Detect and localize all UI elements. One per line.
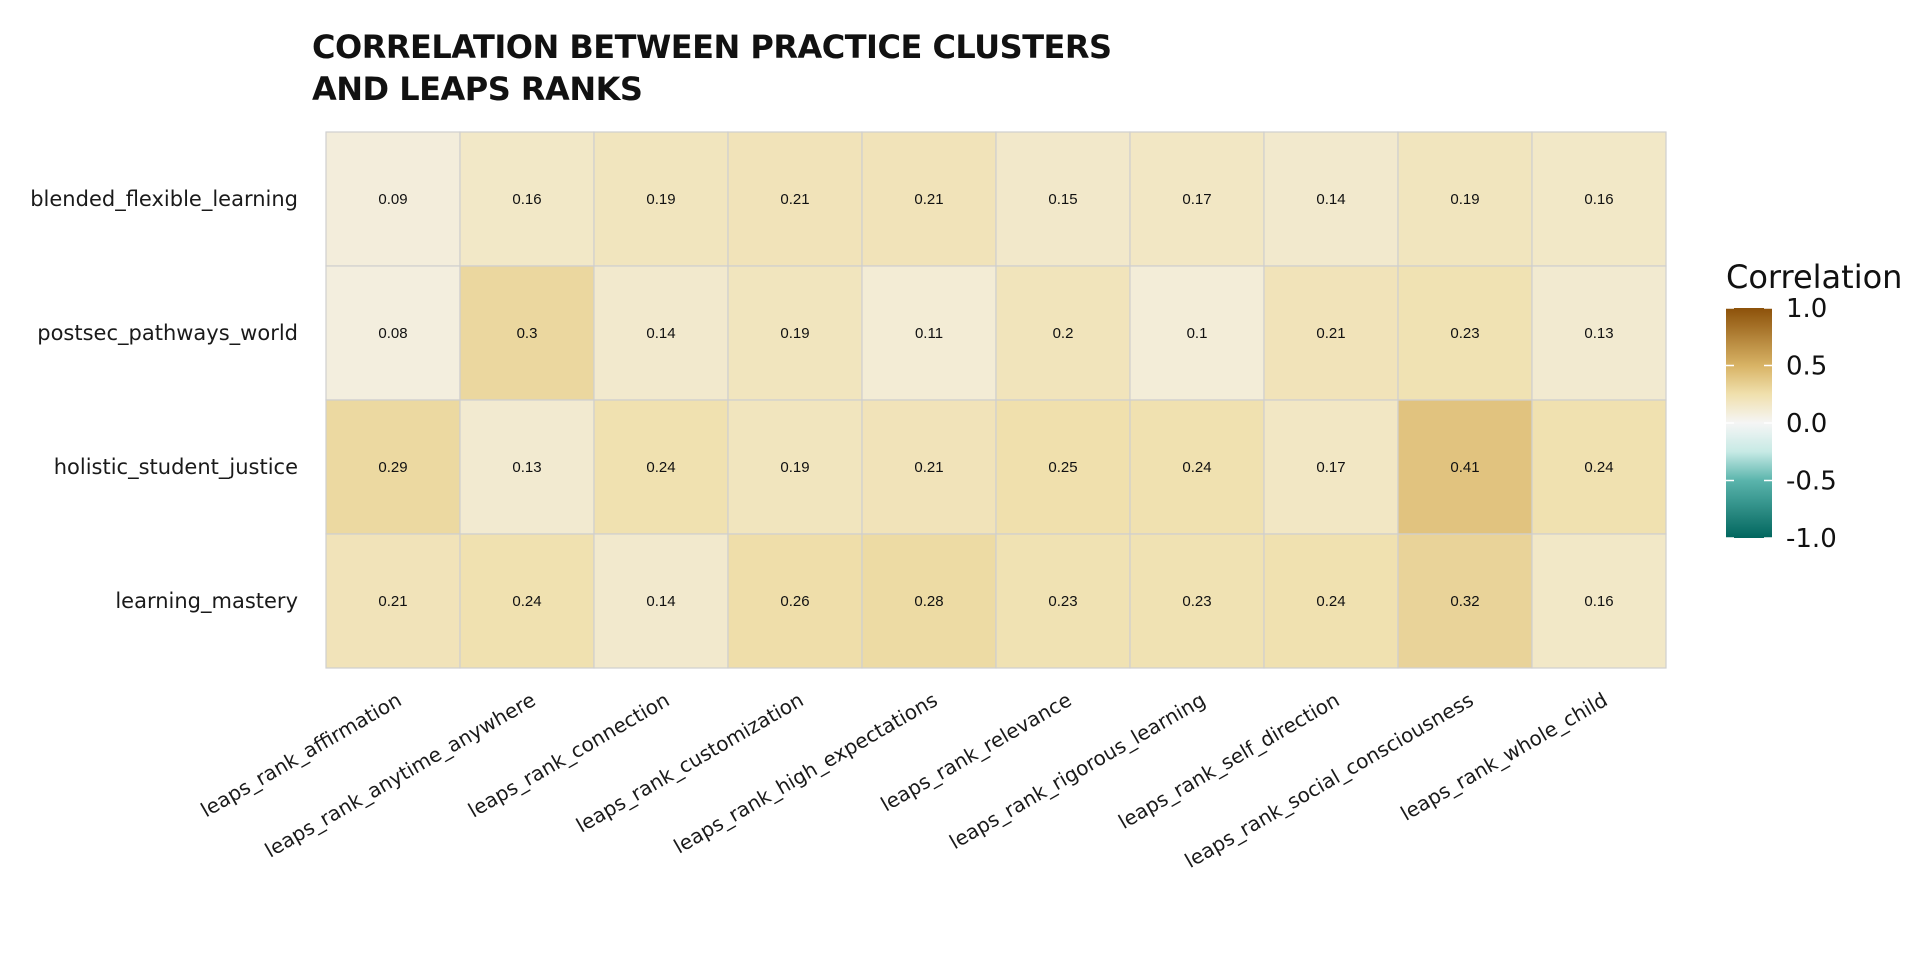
heatmap-cell-3-5 — [995, 533, 1131, 669]
heatmap-cell-2-8 — [1397, 399, 1533, 535]
heatmap-cells — [325, 131, 1667, 669]
cell-value-label: 0.28 — [914, 593, 943, 610]
cell-value-label: 0.21 — [780, 191, 809, 208]
y-tick-label: learning_mastery — [115, 589, 298, 614]
heatmap-cell-0-4 — [861, 131, 997, 267]
heatmap-cell-2-7 — [1263, 399, 1399, 535]
cell-value-label: 0.14 — [646, 593, 675, 610]
heatmap-cell-1-1 — [459, 265, 595, 401]
cell-value-label: 0.14 — [1316, 191, 1345, 208]
chart-title-line-2: AND LEAPS RANKS — [312, 70, 642, 108]
cell-value-label: 0.14 — [646, 325, 675, 342]
cell-value-label: 0.21 — [914, 191, 943, 208]
heatmap-cell-2-1 — [459, 399, 595, 535]
cell-value-label: 0.21 — [1316, 325, 1345, 342]
heatmap-cell-0-1 — [459, 131, 595, 267]
cell-value-label: 0.19 — [646, 191, 675, 208]
cell-value-label: 0.16 — [1584, 191, 1613, 208]
cell-value-label: 0.29 — [378, 459, 407, 476]
cell-value-label: 0.24 — [1182, 459, 1211, 476]
cell-value-label: 0.1 — [1187, 325, 1208, 342]
x-tick-label: leaps_rank_customization — [572, 688, 808, 838]
cell-value-label: 0.24 — [512, 593, 541, 610]
heatmap-cell-0-9 — [1531, 131, 1667, 267]
heatmap-cell-0-0 — [325, 131, 461, 267]
cell-value-label: 0.23 — [1048, 593, 1077, 610]
legend-title: Correlation — [1726, 258, 1902, 296]
heatmap-cell-2-6 — [1129, 399, 1265, 535]
x-tick-label: leaps_rank_self_direction — [1114, 688, 1343, 834]
cell-value-label: 0.16 — [1584, 593, 1613, 610]
cell-value-label: 0.21 — [914, 459, 943, 476]
heatmap-cell-3-4 — [861, 533, 997, 669]
y-tick-label: holistic_student_justice — [54, 455, 298, 480]
cell-value-label: 0.32 — [1450, 593, 1479, 610]
heatmap-cell-1-7 — [1263, 265, 1399, 401]
cell-value-label: 0.19 — [1450, 191, 1479, 208]
heatmap-cell-2-2 — [593, 399, 729, 535]
heatmap-cell-1-9 — [1531, 265, 1667, 401]
cell-value-label: 0.23 — [1450, 325, 1479, 342]
heatmap-cell-3-0 — [325, 533, 461, 669]
heatmap-cell-1-6 — [1129, 265, 1265, 401]
y-tick-label: postsec_pathways_world — [37, 321, 298, 346]
chart-title-line-1: CORRELATION BETWEEN PRACTICE CLUSTERS — [312, 28, 1112, 66]
legend-ticks: 1.0 0.5 0.0 -0.5 -1.0 — [1726, 294, 1837, 554]
cell-value-label: 0.19 — [780, 325, 809, 342]
color-legend: Correlation 1.0 0.5 0.0 -0.5 -1.0 — [1726, 258, 1902, 554]
heatmap-cell-1-8 — [1397, 265, 1533, 401]
heatmap-cell-2-9 — [1531, 399, 1667, 535]
legend-tick-label: 0.0 — [1786, 409, 1827, 439]
legend-tick-label: -0.5 — [1786, 467, 1837, 497]
heatmap-cell-0-7 — [1263, 131, 1399, 267]
x-tick-label: leaps_rank_rigorous_learning — [945, 688, 1209, 854]
cell-value-label: 0.13 — [1584, 325, 1613, 342]
heatmap-cell-1-3 — [727, 265, 863, 401]
heatmap-cell-2-0 — [325, 399, 461, 535]
cell-value-label: 0.09 — [378, 191, 407, 208]
heatmap-cell-3-9 — [1531, 533, 1667, 669]
cell-value-label: 0.15 — [1048, 191, 1077, 208]
heatmap-cell-1-5 — [995, 265, 1131, 401]
cell-value-label: 0.17 — [1182, 191, 1211, 208]
cell-value-label: 0.25 — [1048, 459, 1077, 476]
legend-tick-label: -1.0 — [1786, 524, 1837, 554]
cell-value-label: 0.24 — [1316, 593, 1345, 610]
cell-value-label: 0.17 — [1316, 459, 1345, 476]
heatmap-cell-0-5 — [995, 131, 1131, 267]
cell-value-label: 0.24 — [1584, 459, 1613, 476]
cell-value-label: 0.3 — [517, 325, 538, 342]
heatmap-cell-0-3 — [727, 131, 863, 267]
x-tick-label: leaps_rank_high_expectations — [670, 688, 942, 859]
heatmap-cell-3-7 — [1263, 533, 1399, 669]
legend-tick-label: 0.5 — [1786, 352, 1827, 382]
heatmap-cell-0-2 — [593, 131, 729, 267]
heatmap-cell-3-8 — [1397, 533, 1533, 669]
heatmap-cell-labels: 0.09 0.16 0.19 0.21 0.21 0.15 0.17 0.14 0.19 0.16… — [378, 191, 1613, 610]
heatmap-cell-2-4 — [861, 399, 997, 535]
y-tick-label: blended_flexible_learning — [30, 187, 298, 212]
heatmap-cell-1-4 — [861, 265, 997, 401]
cell-value-label: 0.16 — [512, 191, 541, 208]
chart-title: CORRELATION BETWEEN PRACTICE CLUSTERS AN… — [312, 28, 1112, 108]
cell-value-label: 0.19 — [780, 459, 809, 476]
heatmap-cell-3-6 — [1129, 533, 1265, 669]
cell-value-label: 0.26 — [780, 593, 809, 610]
y-axis-labels: blended_flexible_learning postsec_pathway… — [30, 187, 298, 614]
cell-value-label: 0.24 — [646, 459, 675, 476]
cell-value-label: 0.41 — [1450, 459, 1479, 476]
cell-value-label: 0.08 — [378, 325, 407, 342]
x-axis-labels: leaps_rank_affirmationleaps_rank_anytime… — [196, 688, 1611, 873]
heatmap-cell-3-3 — [727, 533, 863, 669]
cell-value-label: 0.23 — [1182, 593, 1211, 610]
legend-tick-label: 1.0 — [1786, 294, 1827, 324]
heatmap-cell-1-2 — [593, 265, 729, 401]
cell-value-label: 0.13 — [512, 459, 541, 476]
cell-value-label: 0.2 — [1053, 325, 1074, 342]
cell-value-label: 0.11 — [915, 325, 943, 342]
cell-value-label: 0.21 — [378, 593, 407, 610]
x-tick-label: leaps_rank_anytime_anywhere — [261, 688, 540, 863]
